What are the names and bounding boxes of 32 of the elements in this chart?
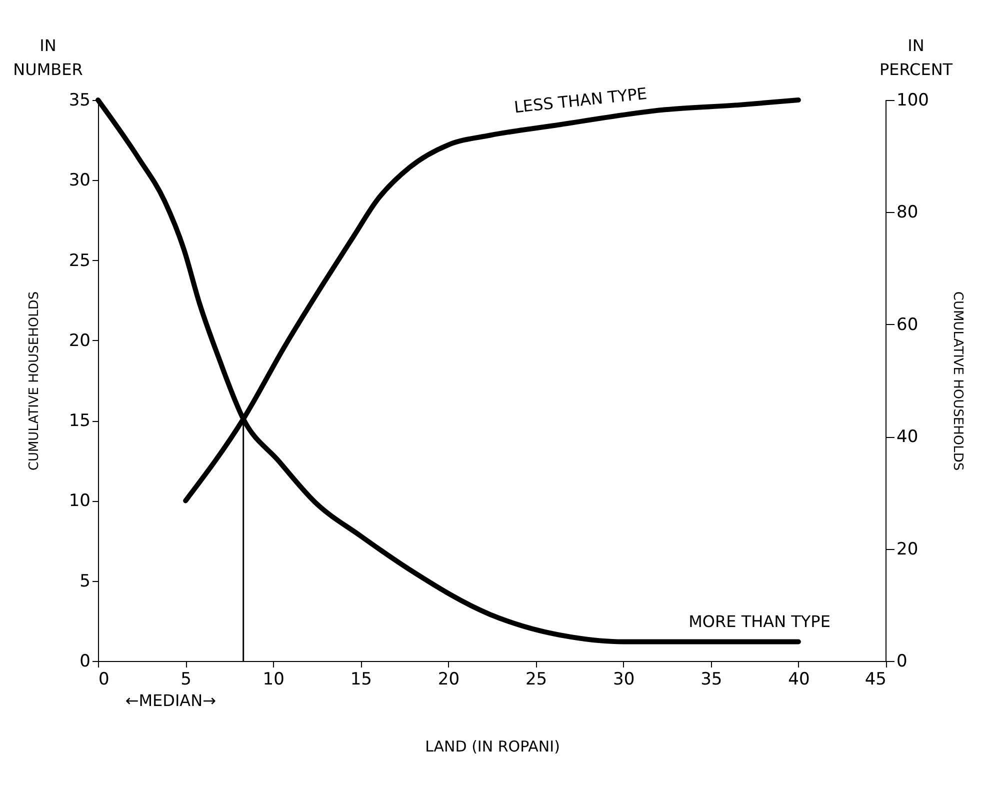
y-tick-label: 10 [68, 491, 90, 512]
x-tick-label: 45 [864, 670, 886, 690]
y2-tick-label: 20 [896, 539, 918, 560]
y2-tick-label: 0 [896, 652, 908, 672]
y2-tick-label: 60 [896, 314, 918, 335]
ref-line-label: ←MEDIAN→ [125, 691, 216, 710]
series-label: MORE THAN TYPE [688, 612, 830, 631]
x-tick-label: 20 [438, 670, 460, 690]
y2-tick-label: 100 [896, 90, 929, 110]
text: IN PERCENT [879, 36, 953, 79]
y2-tick-label: 80 [896, 202, 918, 223]
x-tick-label: 10 [262, 670, 284, 690]
y2-axis-title: CUMULATIVE HOUSEHOLDS [950, 291, 965, 471]
y-tick-label: 0 [80, 652, 90, 672]
text: IN NUMBER [13, 36, 83, 79]
text: LESS THAN TYPE [513, 84, 648, 117]
x-tick-label: 25 [525, 670, 548, 690]
y-axis-title: CUMULATIVE HOUSEHOLDS [26, 291, 42, 471]
x-tick-label: 40 [788, 670, 810, 690]
y-tick-label: 25 [68, 250, 90, 271]
x-tick-label: 35 [700, 670, 722, 690]
x-tick-label: 0 [98, 670, 110, 690]
x-axis-title: LAND (IN ROPANI) [425, 738, 560, 756]
x-tick-label: 15 [350, 670, 372, 690]
x-tick-label: 5 [180, 670, 192, 690]
x-tick-label: 30 [613, 670, 635, 690]
y-tick-label: 5 [80, 571, 90, 592]
y-tick-label: 35 [68, 90, 90, 110]
y-tick-label: 15 [68, 411, 90, 432]
y2-tick-label: 40 [896, 427, 918, 448]
y-tick-label: 20 [68, 330, 90, 351]
y-tick-label: 30 [68, 170, 90, 191]
